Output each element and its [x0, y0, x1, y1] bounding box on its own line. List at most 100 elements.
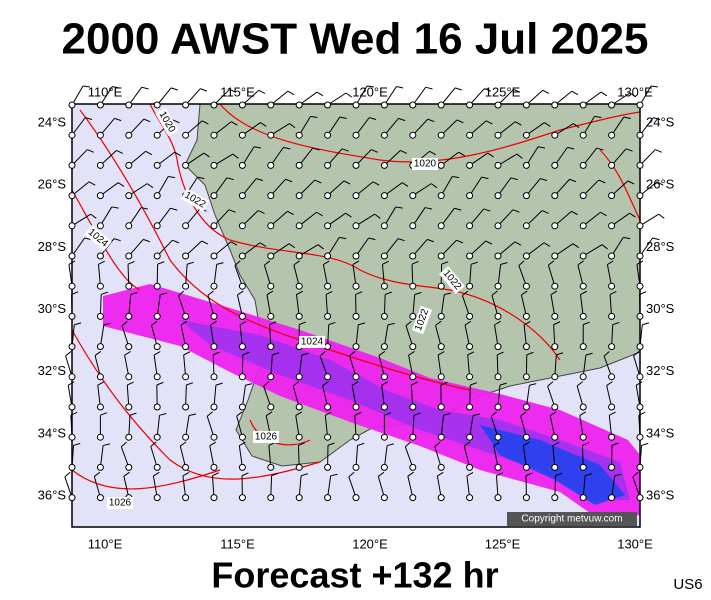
barb-feather — [553, 321, 561, 326]
barb-station — [267, 312, 275, 320]
barb-station — [522, 312, 530, 320]
barb-feather — [434, 441, 441, 447]
barb-feather — [231, 121, 238, 126]
barb-staff — [183, 354, 187, 377]
isobar-label: 1020 — [412, 158, 438, 170]
barb-feather — [378, 471, 385, 477]
barb-station — [238, 373, 246, 381]
barb-staff — [121, 325, 130, 347]
isobar-label-box — [155, 107, 179, 137]
barb-feather — [444, 292, 452, 296]
isobar-label-text: 1024 — [301, 337, 324, 348]
barb-station — [238, 343, 246, 351]
barb-feather — [293, 260, 300, 266]
barb-staff — [554, 178, 570, 196]
barb-feather — [652, 237, 660, 241]
barb-station — [551, 403, 559, 411]
barb-feather — [230, 241, 238, 246]
barb-feather — [319, 351, 326, 357]
barb-feather — [614, 473, 622, 477]
barb-feather — [271, 472, 279, 477]
barb-feather — [437, 471, 444, 477]
barb-station — [522, 222, 530, 230]
barb-station — [636, 463, 644, 471]
barb-staff — [270, 147, 284, 166]
barb-feather — [456, 239, 464, 244]
barb-staff — [68, 264, 73, 287]
barb-station — [579, 403, 587, 411]
barb-staff — [213, 153, 234, 166]
barb-staff — [639, 149, 656, 166]
barb-station — [267, 403, 275, 411]
barb-station — [210, 403, 218, 411]
barb-staff — [581, 445, 584, 468]
barb-station — [466, 192, 474, 200]
barb-station — [295, 161, 303, 169]
barb-station — [267, 222, 275, 230]
barb-station — [238, 101, 246, 109]
barb-feather — [424, 207, 433, 210]
barb-feather — [94, 471, 101, 477]
barb-station — [466, 463, 474, 471]
barb-station — [409, 101, 417, 109]
barb-station — [324, 161, 332, 169]
barb-staff — [241, 385, 246, 408]
barb-station — [182, 433, 190, 441]
barb-station — [466, 494, 474, 502]
barb-feather — [481, 176, 489, 180]
barb-feather — [382, 260, 389, 265]
barb-station — [295, 282, 303, 290]
barb-staff — [180, 324, 187, 347]
barb-staff — [182, 475, 187, 498]
barb-feather — [404, 441, 411, 448]
barb-staff — [412, 415, 415, 438]
barb-station — [380, 463, 388, 471]
barb-staff — [100, 118, 115, 136]
barb-staff — [554, 123, 574, 136]
barb-station — [494, 282, 502, 290]
barb-feather — [265, 411, 273, 417]
barb-station — [437, 494, 445, 502]
barb-station — [608, 131, 616, 139]
barb-feather — [467, 351, 475, 356]
barb-station — [522, 252, 530, 260]
barb-feather — [454, 87, 462, 91]
barb-staff — [185, 384, 187, 408]
barb-staff — [128, 118, 145, 136]
barb-feather — [111, 206, 119, 209]
barb-staff — [185, 415, 190, 438]
barb-feather — [395, 206, 403, 209]
barb-staff — [497, 177, 512, 196]
barb-feather — [600, 211, 607, 217]
barb-feather — [491, 290, 498, 296]
barb-station — [238, 131, 246, 139]
barb-feather — [143, 238, 150, 243]
lat-label-left: 30°S — [38, 301, 67, 316]
barb-feather — [487, 152, 494, 158]
barb-station — [437, 161, 445, 169]
barb-feather — [112, 86, 120, 89]
barb-feather — [74, 322, 82, 326]
barb-feather — [301, 352, 309, 356]
barb-staff — [185, 88, 201, 106]
barb-staff — [185, 264, 188, 287]
barb-feather — [153, 471, 160, 477]
barb-feather — [372, 181, 380, 186]
barb-feather — [542, 89, 550, 94]
barb-staff — [412, 86, 427, 106]
barb-station — [352, 222, 360, 230]
barb-station — [551, 222, 559, 230]
barb-station — [96, 343, 104, 351]
barb-feather — [215, 382, 223, 386]
barb-feather — [310, 115, 318, 119]
barb-feather — [577, 260, 584, 266]
lon-label-top: 110°E — [88, 84, 123, 99]
barb-feather — [374, 213, 381, 219]
barb-staff — [327, 237, 340, 257]
barb-staff — [270, 354, 273, 377]
barb-station — [380, 494, 388, 502]
barb-station — [466, 131, 474, 139]
barb-feather — [314, 179, 322, 184]
barb-feather — [623, 236, 631, 240]
barb-feather — [583, 321, 590, 326]
